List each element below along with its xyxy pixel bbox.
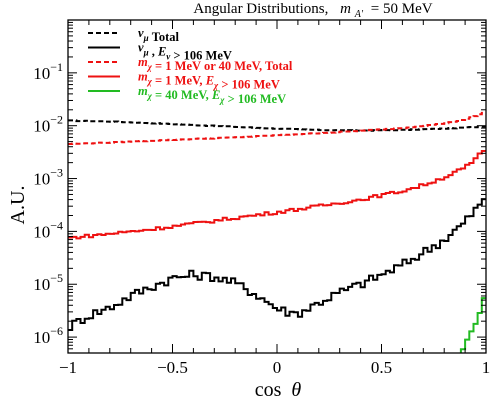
x-axis-label-symbol: θ	[291, 379, 301, 401]
legend-entry-3: mχ = 1 MeV or 40 MeV, Total	[88, 55, 293, 73]
title-mass-subscript: A′	[354, 9, 364, 20]
x-tick-label: −0.5	[157, 358, 188, 377]
series-line-3	[68, 111, 486, 145]
x-tick-label: −1	[59, 358, 77, 377]
legend-label: mχ = 1 MeV or 40 MeV, Total	[138, 55, 293, 73]
legend-entry-4: mχ = 1 MeV, Eχ > 106 MeV	[88, 70, 280, 92]
y-tick-label: 10−2	[33, 113, 63, 136]
series-line-2	[68, 198, 486, 331]
svg-text:Angular Distributions, m: Angular Distributions, m A′ = 50 MeV	[193, 1, 432, 21]
legend-label: mχ = 40 MeV, Eχ > 106 MeV	[138, 84, 286, 106]
legend-entry-1: νμ Total	[88, 26, 180, 44]
x-axis-label-text: cos	[255, 379, 282, 401]
axes	[67, 19, 487, 354]
legend-entry-2: νμ , Eν > 106 MeV	[88, 41, 232, 63]
x-tick-label: 0	[273, 358, 282, 377]
title-mass-value: = 50 MeV	[371, 1, 433, 17]
tick-labels: −1 −0.5 0 0.5 1 10−6 10−5 10−4 10−3 10−2 10−1	[33, 60, 490, 377]
y-tick-label: 10−5	[33, 271, 63, 294]
y-tick-label: 10−6	[33, 324, 63, 347]
title-prefix: Angular Distributions,	[193, 1, 328, 17]
y-axis-label: A.U.	[7, 186, 29, 225]
x-axis-label: cos θ	[255, 379, 302, 401]
x-tick-label: 0.5	[371, 358, 392, 377]
legend-entry-5: mχ = 40 MeV, Eχ > 106 MeV	[88, 84, 286, 106]
legend-label: νμ Total	[138, 26, 180, 44]
chart-title: Angular Distributions, m A′ = 50 MeV	[193, 1, 432, 21]
x-tick-label: 1	[482, 358, 491, 377]
legend-label: νμ , Eν > 106 MeV	[138, 41, 232, 63]
title-mass-symbol: m	[340, 1, 351, 17]
series-line-4	[68, 150, 486, 240]
legend-label: mχ = 1 MeV, Eχ > 106 MeV	[138, 70, 280, 92]
y-tick-label: 10−4	[33, 218, 63, 241]
series-line-1	[68, 119, 486, 132]
y-tick-label: 10−1	[33, 60, 63, 83]
y-tick-label: 10−3	[33, 166, 63, 189]
series-line-5	[459, 297, 486, 353]
series-layer	[68, 111, 486, 353]
